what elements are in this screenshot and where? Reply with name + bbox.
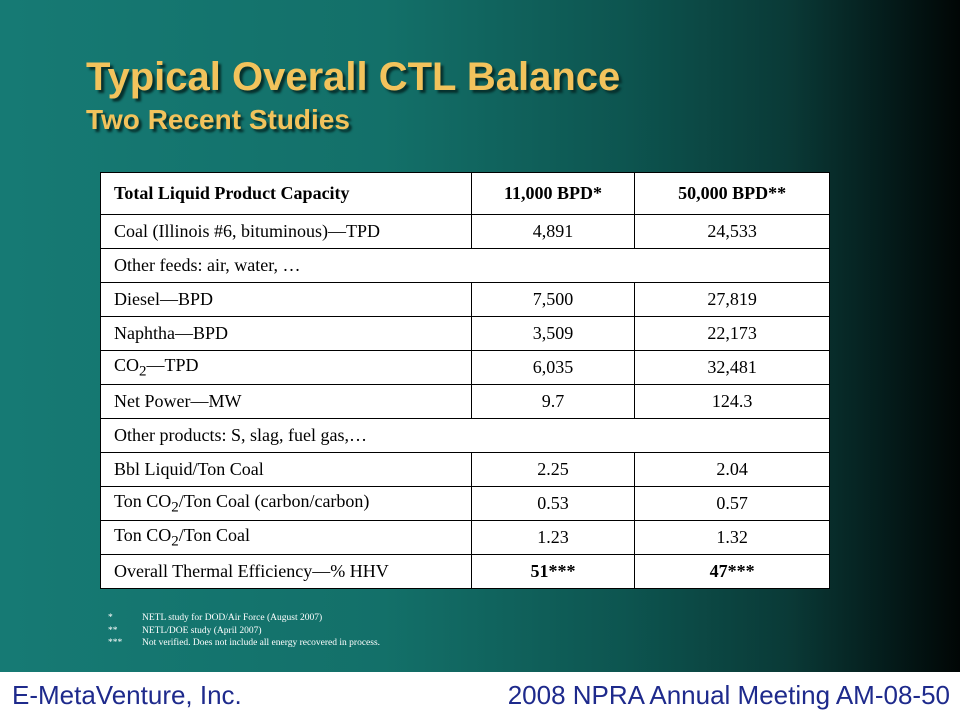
header-cell-11000: 11,000 BPD* [470, 172, 636, 215]
row-label-text: —TPD [146, 354, 199, 375]
row-value-50000: 1.32 [634, 520, 830, 555]
table-row: Ton CO2/Ton Coal 1.23 1.32 [100, 520, 830, 555]
row-label-text: CO [114, 354, 140, 375]
row-value-11000: 4,891 [470, 214, 636, 249]
table-row: Other products: S, slag, fuel gas,… [100, 418, 830, 453]
row-label-subscript: 2 [171, 533, 179, 550]
table-row: Diesel—BPD 7,500 27,819 [100, 282, 830, 317]
table-row: Bbl Liquid/Ton Coal 2.25 2.04 [100, 452, 830, 487]
table-row: CO2—TPD 6,035 32,481 [100, 350, 830, 385]
footnote-mark: * [108, 613, 113, 623]
slide-subtitle: Two Recent Studies [86, 104, 350, 135]
row-label: Coal (Illinois #6, bituminous)—TPD [100, 214, 472, 249]
row-label-text: /Ton Coal [178, 524, 250, 545]
row-value-50000: 0.57 [634, 486, 830, 521]
row-label: Other feeds: air, water, … [100, 248, 830, 283]
row-value-11000: 1.23 [470, 520, 636, 555]
row-label-subscript: 2 [139, 363, 147, 380]
footnotes: * NETL study for DOD/Air Force (August 2… [108, 612, 380, 650]
table-row: Ton CO2/Ton Coal (carbon/carbon) 0.53 0.… [100, 486, 830, 521]
slide-background: Typical Overall CTL Balance Two Recent S… [0, 0, 960, 672]
row-value-11000: 51*** [470, 554, 636, 589]
row-value-11000: 2.25 [470, 452, 636, 487]
row-value-50000: 2.04 [634, 452, 830, 487]
footnote: ** NETL/DOE study (April 2007) [108, 625, 380, 638]
row-value-50000: 47*** [634, 554, 830, 589]
footnote-text: NETL/DOE study (April 2007) [142, 625, 262, 636]
row-value-50000: 124.3 [634, 384, 830, 419]
row-label: Ton CO2/Ton Coal [100, 520, 472, 555]
row-value-50000: 32,481 [634, 350, 830, 385]
row-value-50000: 24,533 [634, 214, 830, 249]
table-row: Net Power—MW 9.7 124.3 [100, 384, 830, 419]
row-label: Other products: S, slag, fuel gas,… [100, 418, 830, 453]
footnote-mark: ** [108, 625, 118, 636]
row-label: Net Power—MW [100, 384, 472, 419]
footnote-text: NETL study for DOD/Air Force (August 200… [142, 613, 323, 623]
row-value-11000: 3,509 [470, 316, 636, 351]
row-label-text: /Ton Coal (carbon/carbon) [178, 490, 370, 511]
ctl-balance-table: Total Liquid Product Capacity 11,000 BPD… [100, 172, 830, 589]
row-label-text: Ton CO [114, 490, 172, 511]
row-value-11000: 0.53 [470, 486, 636, 521]
row-label: Ton CO2/Ton Coal (carbon/carbon) [100, 486, 472, 521]
footnote-mark: *** [108, 638, 123, 648]
row-label: CO2—TPD [100, 350, 472, 385]
footer-meeting: 2008 NPRA Annual Meeting AM-08-50 [507, 680, 950, 710]
row-label-subscript: 2 [171, 499, 179, 516]
slide-title: Typical Overall CTL Balance [86, 55, 621, 99]
row-value-11000: 6,035 [470, 350, 636, 385]
row-value-50000: 22,173 [634, 316, 830, 351]
footnote: * NETL study for DOD/Air Force (August 2… [108, 612, 380, 625]
footnote: *** Not verified. Does not include all e… [108, 637, 380, 650]
row-value-11000: 9.7 [470, 384, 636, 419]
slide-footer: E-MetaVenture, Inc. 2008 NPRA Annual Mee… [0, 672, 960, 720]
row-label-text: Ton CO [114, 524, 172, 545]
row-label: Overall Thermal Efficiency—% HHV [100, 554, 472, 589]
row-label: Bbl Liquid/Ton Coal [100, 452, 472, 487]
row-label: Naphtha—BPD [100, 316, 472, 351]
header-cell-50000: 50,000 BPD** [634, 172, 830, 215]
table-row: Other feeds: air, water, … [100, 248, 830, 283]
table-row: Naphtha—BPD 3,509 22,173 [100, 316, 830, 351]
footnote-text: Not verified. Does not include all energ… [142, 638, 381, 648]
table-header-row: Total Liquid Product Capacity 11,000 BPD… [100, 172, 830, 215]
table-row: Overall Thermal Efficiency—% HHV 51*** 4… [100, 554, 830, 589]
table-row: Coal (Illinois #6, bituminous)—TPD 4,891… [100, 214, 830, 249]
row-value-50000: 27,819 [634, 282, 830, 317]
footer-company: E-MetaVenture, Inc. [12, 680, 242, 710]
row-value-11000: 7,500 [470, 282, 636, 317]
header-cell-capacity: Total Liquid Product Capacity [100, 172, 472, 215]
row-label: Diesel—BPD [100, 282, 472, 317]
